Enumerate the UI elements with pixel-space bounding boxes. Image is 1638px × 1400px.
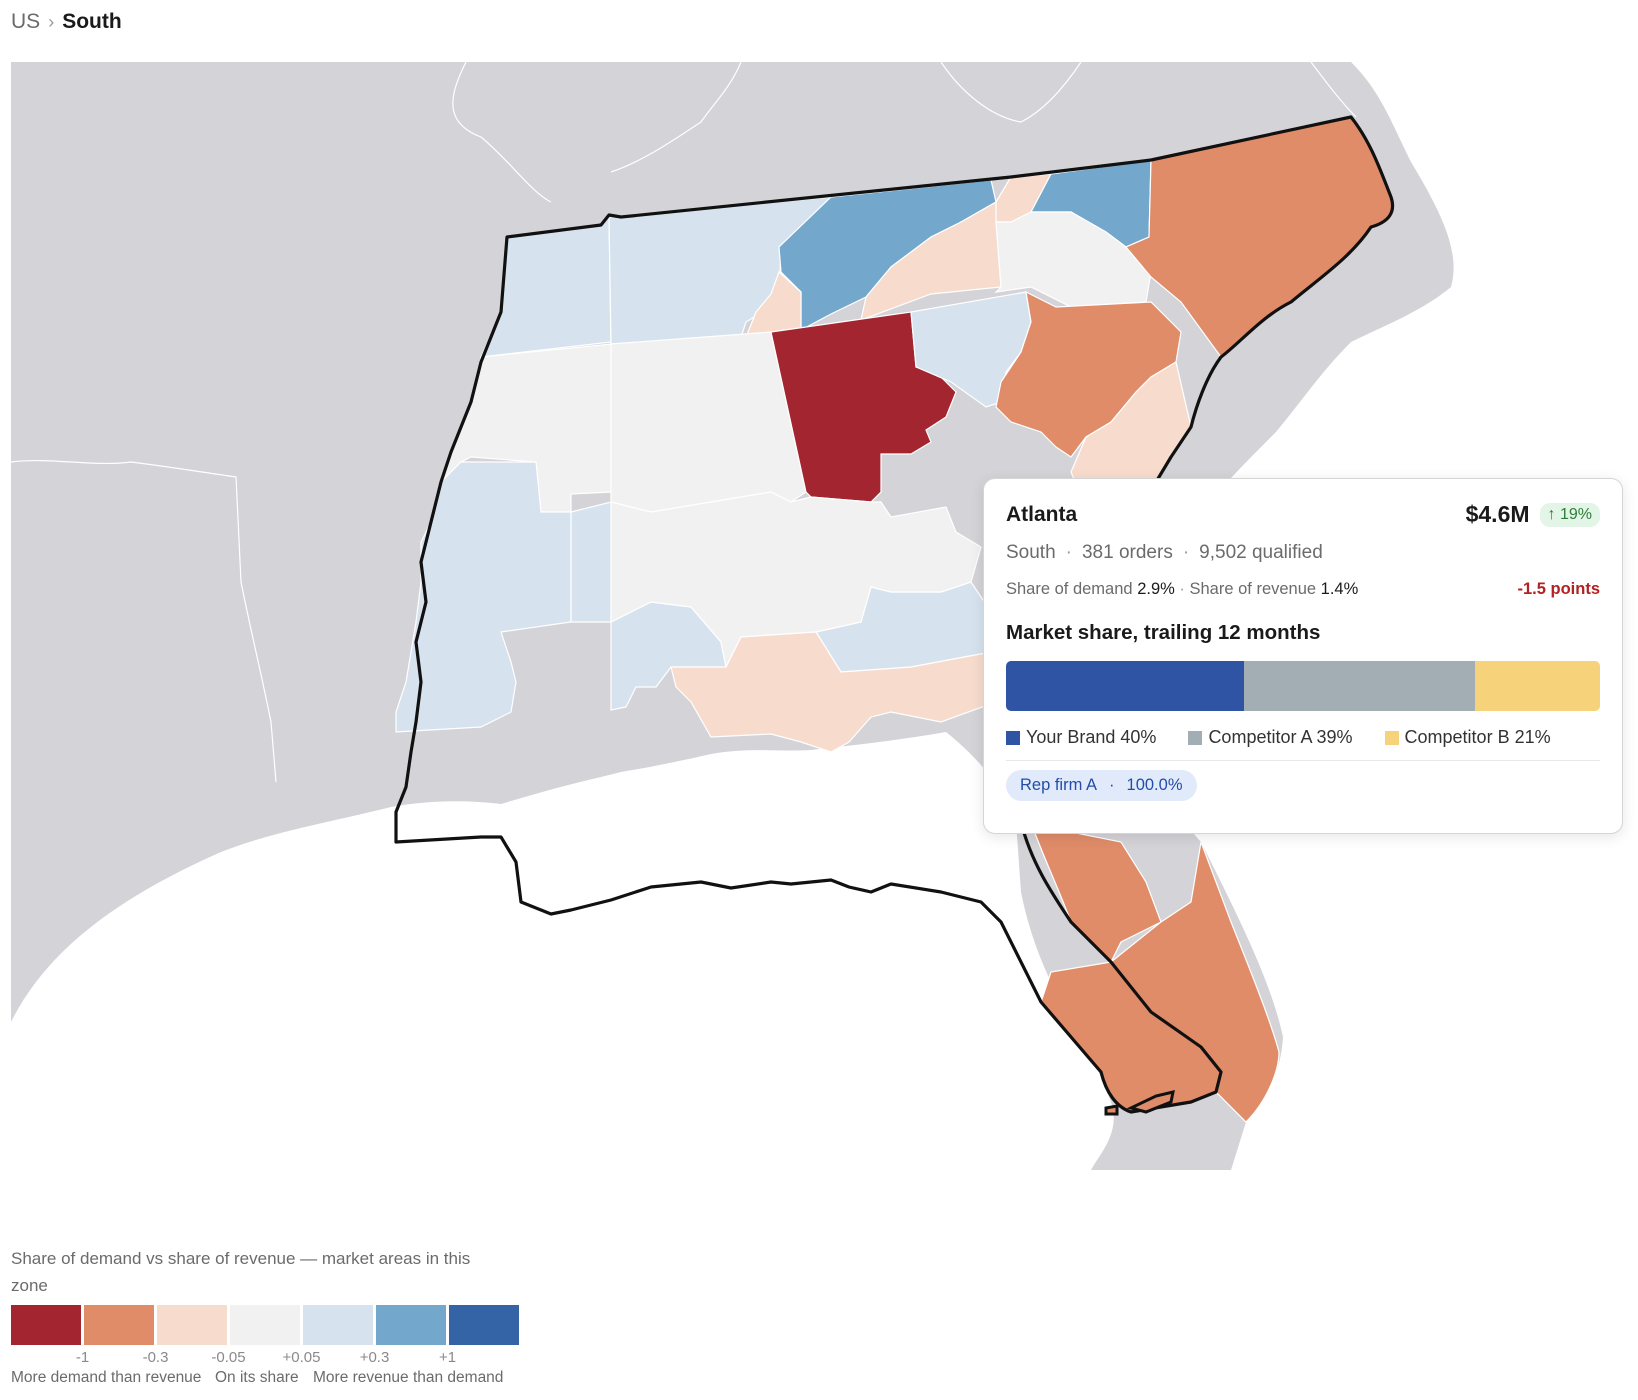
share-revenue-value: 1.4% [1320,580,1359,598]
market-share-label: Your Brand 40% [1026,727,1157,747]
share-demand-value: 2.9% [1137,580,1175,598]
market-share-legend-item: Competitor A 39% [1188,727,1353,748]
legend-swatch [230,1305,300,1345]
legend-ticks: -1 -0.3 -0.05 +0.05 +0.3 +1 [11,1345,531,1369]
rep-firm-share: 100.0% [1126,776,1183,794]
legend-tick: +0.05 [282,1349,321,1366]
breadcrumb-us-link[interactable]: US [11,10,41,33]
legend-swatch [303,1305,373,1345]
meta-separator: · [1182,542,1190,563]
market-share-label: Competitor B 21% [1404,727,1551,747]
market-area-panhandle[interactable] [670,631,997,753]
legend-title: Share of demand vs share of revenue — ma… [11,1249,471,1295]
map-legend: Share of demand vs share of revenue — ma… [11,1245,531,1391]
rep-firm-name: Rep firm A [1020,776,1098,794]
market-share-swatch [1188,730,1203,745]
outside-state-borders [11,62,1357,783]
legend-swatch [376,1305,446,1345]
legend-swatch [449,1305,519,1345]
legend-captions: More demand than revenue On its share More… [11,1369,531,1391]
market-share-segment [1006,661,1244,711]
breadcrumb-current: South [62,10,122,33]
legend-tick: -1 [75,1349,90,1366]
market-share-segment [1475,661,1600,711]
share-gap-points: -1.5 points [1517,580,1600,598]
share-demand-label: Share of demand [1006,580,1133,598]
rep-separator: · [1109,776,1115,794]
tooltip-region: South [1006,542,1056,563]
breadcrumb-separator: › [48,11,55,32]
market-share-legend: Your Brand 40% Competitor A 39% Competitor… [1006,727,1600,748]
market-share-label: Competitor A 39% [1208,727,1353,747]
market-area-fl-north[interactable] [1030,821,1162,964]
market-share-legend-item: Competitor B 21% [1384,727,1551,748]
legend-caption: On its share [215,1369,299,1386]
rep-firm-pill[interactable]: Rep firm A · 100.0% [1006,770,1197,801]
share-separator: · [1179,580,1185,598]
market-areas [395,116,1394,1123]
area-tooltip: Atlanta $4.6M ↑ 19% South · 381 orders ·… [983,478,1623,834]
legend-tick: +0.3 [359,1349,390,1366]
tooltip-share-row: Share of demand 2.9% · Share of revenue … [1006,580,1600,599]
market-share-segment [1243,661,1476,711]
tooltip-qualified: 9,502 qualified [1199,542,1323,563]
legend-swatch [11,1305,81,1345]
market-share-legend-item: Your Brand 40% [1006,727,1156,748]
market-area-ga-middle[interactable] [610,491,982,669]
market-share-swatch [1006,730,1020,745]
legend-caption: More demand than revenue [11,1369,202,1386]
legend-swatch [157,1305,227,1345]
legend-swatches [11,1305,531,1345]
market-share-swatch [1384,730,1399,745]
breadcrumb: US › South [11,10,122,34]
market-area-ms-south[interactable] [395,461,572,733]
legend-swatch [84,1305,154,1345]
legend-tick: +1 [438,1349,457,1366]
legend-caption: More revenue than demand [313,1369,504,1386]
tooltip-growth-badge: ↑ 19% [1539,502,1600,527]
gulf-water [11,732,1114,1170]
legend-tick: -0.05 [211,1349,246,1366]
tooltip-divider [1006,760,1600,761]
market-share-title: Market share, trailing 12 months [1006,621,1321,644]
tooltip-orders: 381 orders [1081,542,1173,563]
tooltip-meta: South · 381 orders · 9,502 qualified [1006,542,1600,564]
market-share-bar [1006,661,1600,711]
tooltip-title: Atlanta [1006,502,1078,526]
share-revenue-label: Share of revenue [1189,580,1317,598]
market-area-sc-midlands[interactable] [995,290,1182,458]
tooltip-revenue-value: $4.6M [1465,501,1530,527]
keys-islands [1104,1090,1175,1116]
meta-separator: · [1065,542,1072,563]
legend-tick: -0.3 [142,1349,169,1366]
